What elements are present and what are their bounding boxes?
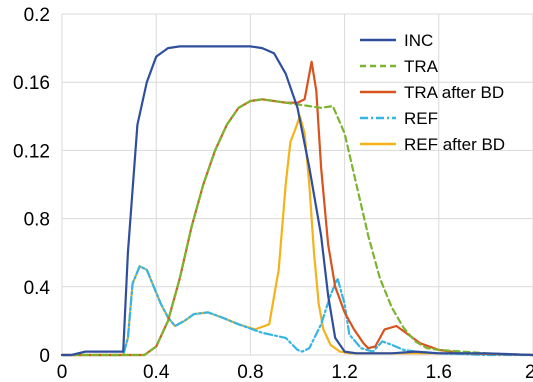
x-tick-label: 0.8 (237, 362, 263, 382)
series-line-inc (60, 45, 533, 357)
y-tick-label: 0 (39, 346, 50, 367)
x-tick-label: 1.6 (426, 362, 452, 382)
series-line-tra (60, 98, 533, 357)
y-tick-label: 0.12 (13, 141, 50, 162)
chart-tick-labels: 0 0.4 0.8 0.12 0.16 0.2 0 0.4 0.8 1.2 1.6 2 (13, 5, 533, 382)
legend-label: REF after BD (404, 135, 505, 154)
x-tick-label: 0 (57, 362, 68, 382)
chart-series (60, 45, 533, 357)
series-line-ref (60, 265, 533, 357)
chart-legend: INC TRA TRA after BD REF REF after BD (360, 31, 505, 154)
x-tick-label: 0.4 (143, 362, 170, 382)
x-tick-label: 1.2 (331, 362, 357, 382)
legend-label: TRA (404, 57, 439, 76)
legend-label: INC (404, 31, 433, 50)
x-tick-label: 2 (525, 362, 533, 382)
y-tick-label: 0.16 (13, 73, 50, 94)
y-tick-label: 0.4 (24, 278, 51, 299)
y-tick-label: 0.8 (24, 210, 50, 231)
legend-label: REF (404, 109, 438, 128)
chart-grid (61, 13, 533, 356)
y-tick-label: 0.2 (24, 5, 50, 26)
series-line-ref-after-bd (60, 115, 533, 357)
legend-label: TRA after BD (404, 83, 504, 102)
